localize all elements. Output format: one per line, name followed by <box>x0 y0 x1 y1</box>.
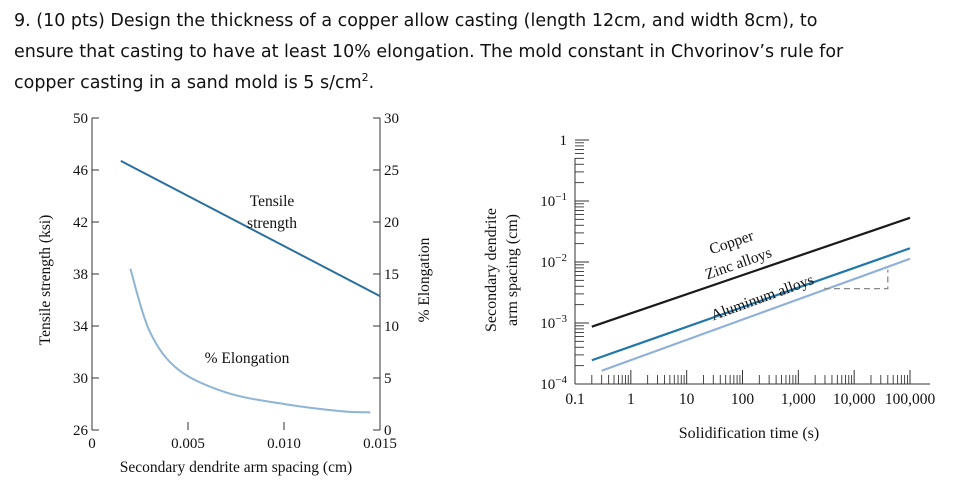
x-tick-label: 100,000 <box>885 391 936 408</box>
y2-tick-label: 0 <box>384 423 392 439</box>
elongation-label: % Elongation <box>205 350 290 367</box>
y-tick-label: 1 <box>560 133 568 149</box>
y-tick-label: 10−2 <box>540 252 567 271</box>
y-axis-label: Tensile strength (ksi) <box>37 215 54 346</box>
zinc-alloys-line <box>591 247 911 362</box>
problem-line-2: ensure that casting to have at least 10%… <box>14 42 844 62</box>
x-tick-label: 10 <box>679 391 695 408</box>
y-tick-label: 50 <box>73 111 88 127</box>
y2-tick-label: 10 <box>384 319 399 335</box>
tensile-label-line-1: Tensile <box>250 193 295 210</box>
x-axis-label: Secondary dendrite arm spacing (cm) <box>120 459 352 476</box>
y-tick-label: 46 <box>73 163 89 179</box>
y-axis-label-line-1: Secondary dendrite <box>483 208 500 332</box>
y2-tick-label: 5 <box>384 371 392 387</box>
x-tick-label: 0 <box>88 436 96 452</box>
x-tick-label: 0.005 <box>171 436 205 452</box>
x-tick-label: 1,000 <box>781 391 816 408</box>
x-tick-label: 100 <box>731 391 755 408</box>
y-tick-label: 34 <box>73 319 89 335</box>
dashed-reference-bracket <box>824 269 889 290</box>
y-tick-label: 26 <box>73 423 89 439</box>
y2-tick-label: 15 <box>384 267 399 283</box>
problem-line-3-end: . <box>368 73 375 93</box>
y-tick-label: 30 <box>73 371 88 387</box>
problem-line-3-text: copper casting in a sand mold is 5 s/cm <box>14 73 362 93</box>
y-axis-label-line-2: arm spacing (cm) <box>504 214 521 326</box>
tensile-label-line-2: strength <box>247 215 297 232</box>
y2-tick-label: 25 <box>384 163 399 179</box>
x-tick-label: 0.010 <box>267 436 301 452</box>
x-tick-label: 0.015 <box>363 436 397 452</box>
y-tick-label: 10−1 <box>540 191 567 210</box>
x-tick-label: 0.1 <box>565 391 584 408</box>
y2-tick-label: 30 <box>384 111 399 127</box>
y2-axis-label: % Elongation <box>416 237 433 322</box>
y-tick-label: 10−4 <box>540 374 567 393</box>
x-tick-label: 10,000 <box>833 391 876 408</box>
y-tick-label: 38 <box>73 267 88 283</box>
problem-line-1: 9. (10 pts) Design the thickness of a co… <box>14 11 818 31</box>
problem-statement: 9. (10 pts) Design the thickness of a co… <box>14 6 959 99</box>
copper-line <box>591 216 911 328</box>
y2-tick-label: 20 <box>384 215 399 231</box>
x-tick-label: 1 <box>627 391 635 408</box>
elongation-curve <box>129 268 371 414</box>
y-tick-label: 42 <box>73 215 88 231</box>
y-tick-label: 10−3 <box>540 313 567 332</box>
problem-line-3-superscript: 2 <box>361 71 369 85</box>
aluminum-alloys-line <box>601 257 911 372</box>
x-axis-label: Solidification time (s) <box>679 425 819 442</box>
problem-line-3: copper casting in a sand mold is 5 s/cm2… <box>14 68 959 99</box>
tensile-strength-line <box>120 160 381 297</box>
